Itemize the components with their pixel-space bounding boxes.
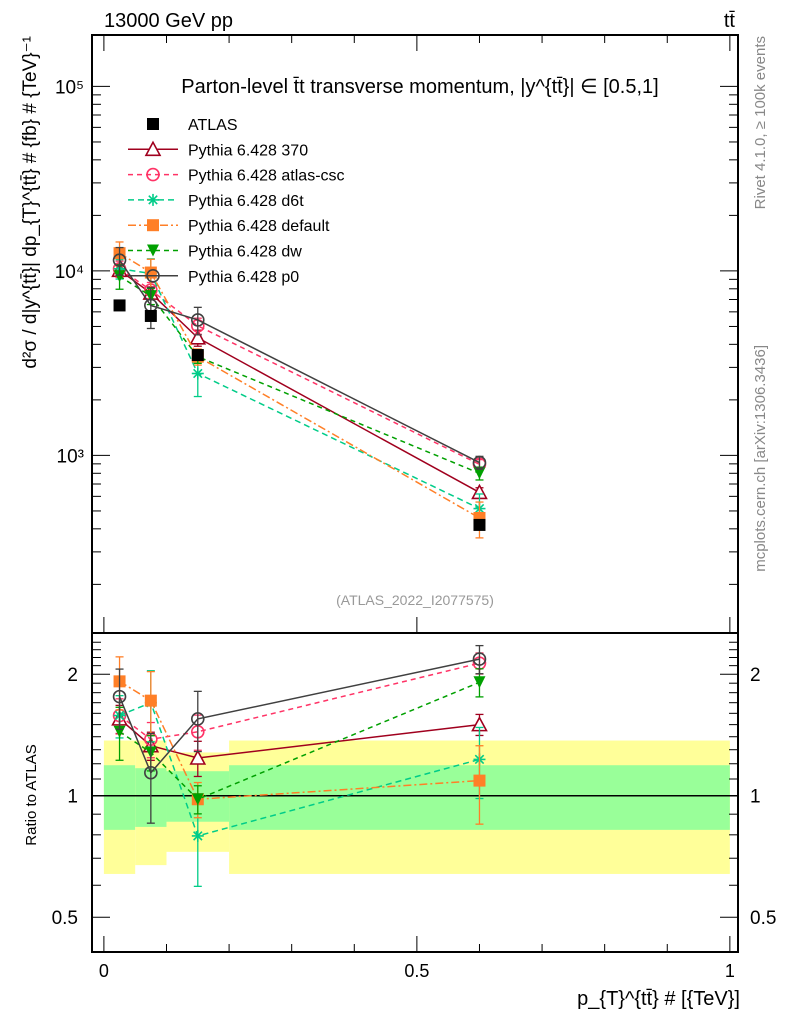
legend-item: Pythia 6.428 370: [128, 140, 308, 159]
legend-item: ATLAS: [147, 117, 238, 134]
atlas-data-point: [191, 349, 204, 362]
data-point: [472, 455, 487, 470]
error-bar: [115, 668, 124, 730]
ratio-tick-label-right: 2: [750, 665, 761, 686]
side-text-top: Rivet 4.1.0, ≥ 100k events: [752, 36, 769, 209]
data-point: [191, 367, 204, 380]
ratio-point: [473, 774, 486, 787]
y-axis-label: d²σ / d|y^{tt̄}| dp_{T}^{tt̄} # {fb} # {…: [20, 36, 41, 369]
ratio-series-line: [119, 681, 480, 801]
x-tick-label: 0: [99, 961, 109, 981]
legend-item: Pythia 6.428 d6t: [128, 193, 304, 210]
error-bar: [193, 690, 202, 753]
legend-label: Pythia 6.428 d6t: [188, 193, 304, 210]
ratio-series-p0: [112, 644, 487, 824]
legend-item: Pythia 6.428 dw: [128, 244, 302, 261]
data-point: [473, 467, 486, 480]
ratio-point: [189, 749, 207, 765]
ratio-panel: [92, 644, 738, 888]
series-d6t: [113, 258, 486, 528]
ratio-tick-label-right: 1: [750, 787, 761, 808]
series-default: [113, 241, 486, 539]
ratio-tick-label-left: 1: [67, 787, 78, 808]
y-tick-label: 10⁵: [55, 77, 84, 98]
uncertainty-band-1sigma: [103, 765, 136, 830]
atlas-data-point: [473, 518, 486, 531]
ratio-tick-label-left: 0.5: [52, 908, 78, 929]
data-point: [190, 313, 205, 327]
x-tick-label: 0.5: [404, 961, 429, 981]
series-line: [119, 275, 480, 474]
ratio-point: [144, 694, 157, 707]
legend-marker: [146, 268, 160, 283]
data-point: [189, 329, 207, 345]
x-axis-label: p_{T}^{tt̄} # [{TeV}]: [577, 988, 740, 1010]
series-line: [118, 259, 480, 464]
axes: 0 0.5 1 10³ 10⁴ 10⁵ 0.5 0.5 1 1 2 2: [52, 35, 776, 981]
ratio-point: [190, 712, 205, 726]
series-p0: [112, 246, 487, 470]
data-point: [113, 270, 126, 283]
ratio-point: [144, 765, 158, 780]
legend-label: Pythia 6.428 p0: [188, 269, 299, 286]
star-stroke: [148, 195, 158, 205]
star-stroke: [193, 831, 203, 841]
legend-label: Pythia 6.428 dw: [188, 244, 302, 261]
legend-label: Pythia 6.428 default: [188, 218, 330, 235]
legend-marker: [147, 193, 159, 206]
chart-title: Parton-level t̄t transverse momentum, |y…: [181, 76, 658, 98]
series-atlas-csc: [112, 260, 487, 472]
atlas-data-point: [113, 299, 126, 312]
series-line: [119, 268, 480, 510]
ratio-y-axis-label: Ratio to ATLAS: [23, 744, 40, 845]
header-left: 13000 GeV pp: [104, 10, 233, 32]
series-dw: [113, 264, 486, 481]
ratio-tick-label-left: 2: [67, 665, 78, 686]
legend-label: ATLAS: [188, 117, 238, 134]
ratio-series-line: [119, 701, 480, 837]
ratio-series-line: [118, 658, 480, 775]
series-line: [119, 252, 480, 519]
legend-marker: [147, 118, 159, 130]
error-bar: [193, 306, 202, 336]
ratio-point: [191, 829, 204, 842]
ratio-series-line: [119, 680, 480, 801]
atlas-data-point: [144, 309, 157, 322]
watermark: (ATLAS_2022_I2077575): [336, 592, 494, 608]
ratio-tick-label-right: 0.5: [750, 908, 776, 929]
legend-item: Pythia 6.428 p0: [128, 269, 299, 286]
legend-marker: [144, 140, 162, 157]
series-line: [119, 269, 480, 494]
legend-label: Pythia 6.428 370: [188, 142, 308, 159]
x-tick-label: 1: [725, 961, 735, 981]
ratio-frame: [91, 632, 739, 953]
star-stroke: [193, 368, 203, 379]
main-panel: [111, 241, 488, 539]
legend-marker: [147, 219, 159, 232]
legend-label: Pythia 6.428 atlas-csc: [188, 168, 345, 185]
header-right: tt̄: [724, 10, 736, 32]
series-line: [119, 268, 480, 465]
ratio-point: [473, 676, 486, 689]
legend: ATLAS Pythia 6.428 370 Pythia 6.428 atlas-…: [128, 117, 345, 286]
series-370: [111, 261, 488, 500]
legend-item: Pythia 6.428 default: [128, 218, 330, 235]
side-text-bottom: mcplots.cern.ch [arXiv:1306.3436]: [752, 345, 769, 572]
data-point: [112, 253, 127, 267]
series-atlas: [113, 299, 486, 531]
legend-marker: [146, 167, 160, 182]
y-tick-label: 10³: [57, 446, 84, 467]
ratio-point: [472, 652, 487, 666]
error-bar: [475, 644, 484, 675]
error-bar: [115, 246, 124, 276]
ratio-point: [191, 793, 204, 806]
y-tick-label: 10⁴: [55, 262, 84, 283]
ratio-series-line: [119, 662, 480, 741]
ratio-point: [112, 689, 127, 704]
legend-marker: [147, 244, 159, 257]
legend-item: Pythia 6.428 atlas-csc: [128, 168, 345, 185]
